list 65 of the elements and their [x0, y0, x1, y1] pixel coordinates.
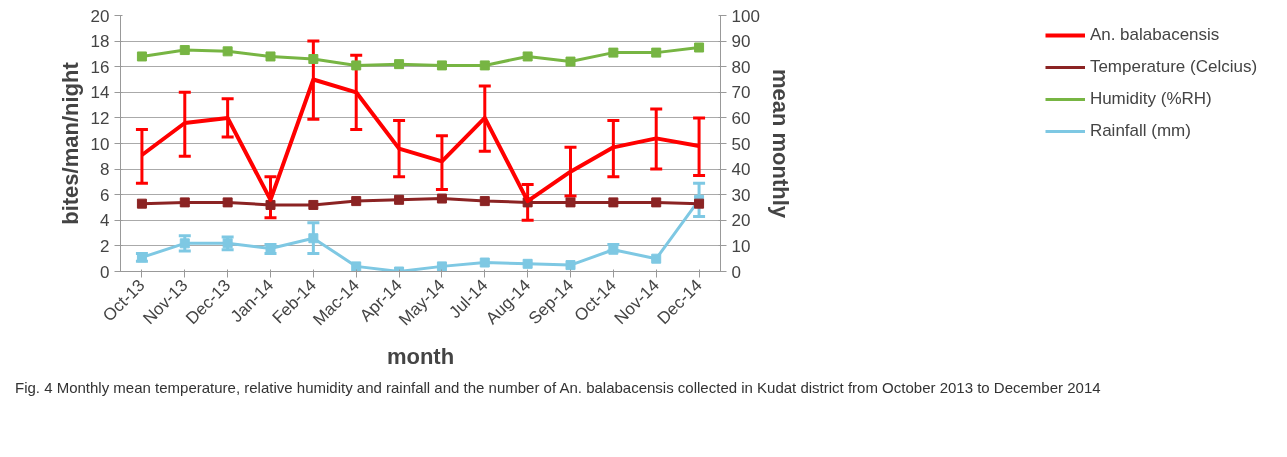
point [394, 194, 405, 205]
point [179, 197, 190, 208]
point [265, 51, 276, 62]
point [565, 260, 576, 271]
point [608, 197, 619, 208]
point [436, 193, 447, 204]
point [479, 196, 490, 207]
point [436, 60, 447, 71]
point [436, 261, 447, 272]
point [308, 54, 319, 65]
y-tick-label: 12 [90, 108, 110, 128]
point [222, 46, 233, 57]
point [522, 258, 533, 269]
point [265, 199, 276, 210]
y2-tick-label: 60 [731, 108, 751, 128]
y-tick-label: 0 [100, 262, 110, 282]
legend-label: An. balabacensis [1089, 25, 1220, 45]
point [479, 60, 490, 71]
y2-tick-label: 50 [731, 134, 751, 154]
point [222, 197, 233, 208]
point [694, 198, 705, 209]
y2-tick-label: 30 [731, 185, 751, 205]
y-tick-label: 2 [100, 236, 110, 256]
y2-tick-label: 20 [731, 211, 751, 231]
y-tick-label: 14 [90, 83, 110, 103]
point [351, 60, 362, 71]
point [651, 253, 662, 264]
point [394, 59, 405, 70]
y2-tick-label: 10 [731, 236, 751, 256]
x-axis-title: month [386, 344, 455, 370]
y2-tick-label: 70 [731, 83, 751, 103]
y-tick-label: 20 [90, 6, 110, 26]
y-tick-label: 18 [90, 32, 110, 52]
y-tick-label: 16 [90, 57, 110, 77]
point [608, 47, 619, 58]
point [565, 197, 576, 208]
point [694, 42, 705, 53]
legend-label: Humidity (%RH) [1089, 89, 1212, 109]
point [308, 199, 319, 210]
point [308, 233, 319, 244]
y2-tick-label: 90 [731, 32, 751, 52]
y-axis-title: bites/man/night [57, 61, 83, 225]
y2-tick-label: 40 [731, 160, 751, 180]
point [179, 238, 190, 249]
point [651, 47, 662, 58]
point [479, 257, 490, 268]
point [565, 56, 576, 67]
y2-axis-title: mean monthly [767, 68, 793, 219]
y2-tick-label: 100 [731, 6, 760, 26]
legend-label: Rainfall (mm) [1089, 121, 1191, 141]
point [136, 198, 147, 209]
legend-label: Temperature (Celcius) [1089, 57, 1258, 77]
y-tick-label: 6 [100, 185, 110, 205]
caption: Fig. 4 Monthly mean temperature, relative humidity and rainfall and the number of An. balabacensis collected in Kudat district from October 2013 to December 2014 [15, 378, 1101, 398]
point [522, 51, 533, 62]
point [136, 51, 147, 62]
point [179, 45, 190, 56]
point [351, 196, 362, 207]
point [651, 197, 662, 208]
y-tick-label: 10 [90, 134, 110, 154]
y-tick-label: 4 [100, 211, 110, 231]
y2-tick-label: 0 [731, 262, 741, 282]
point [351, 261, 362, 272]
y2-tick-label: 80 [731, 57, 751, 77]
y-tick-label: 8 [100, 160, 110, 180]
